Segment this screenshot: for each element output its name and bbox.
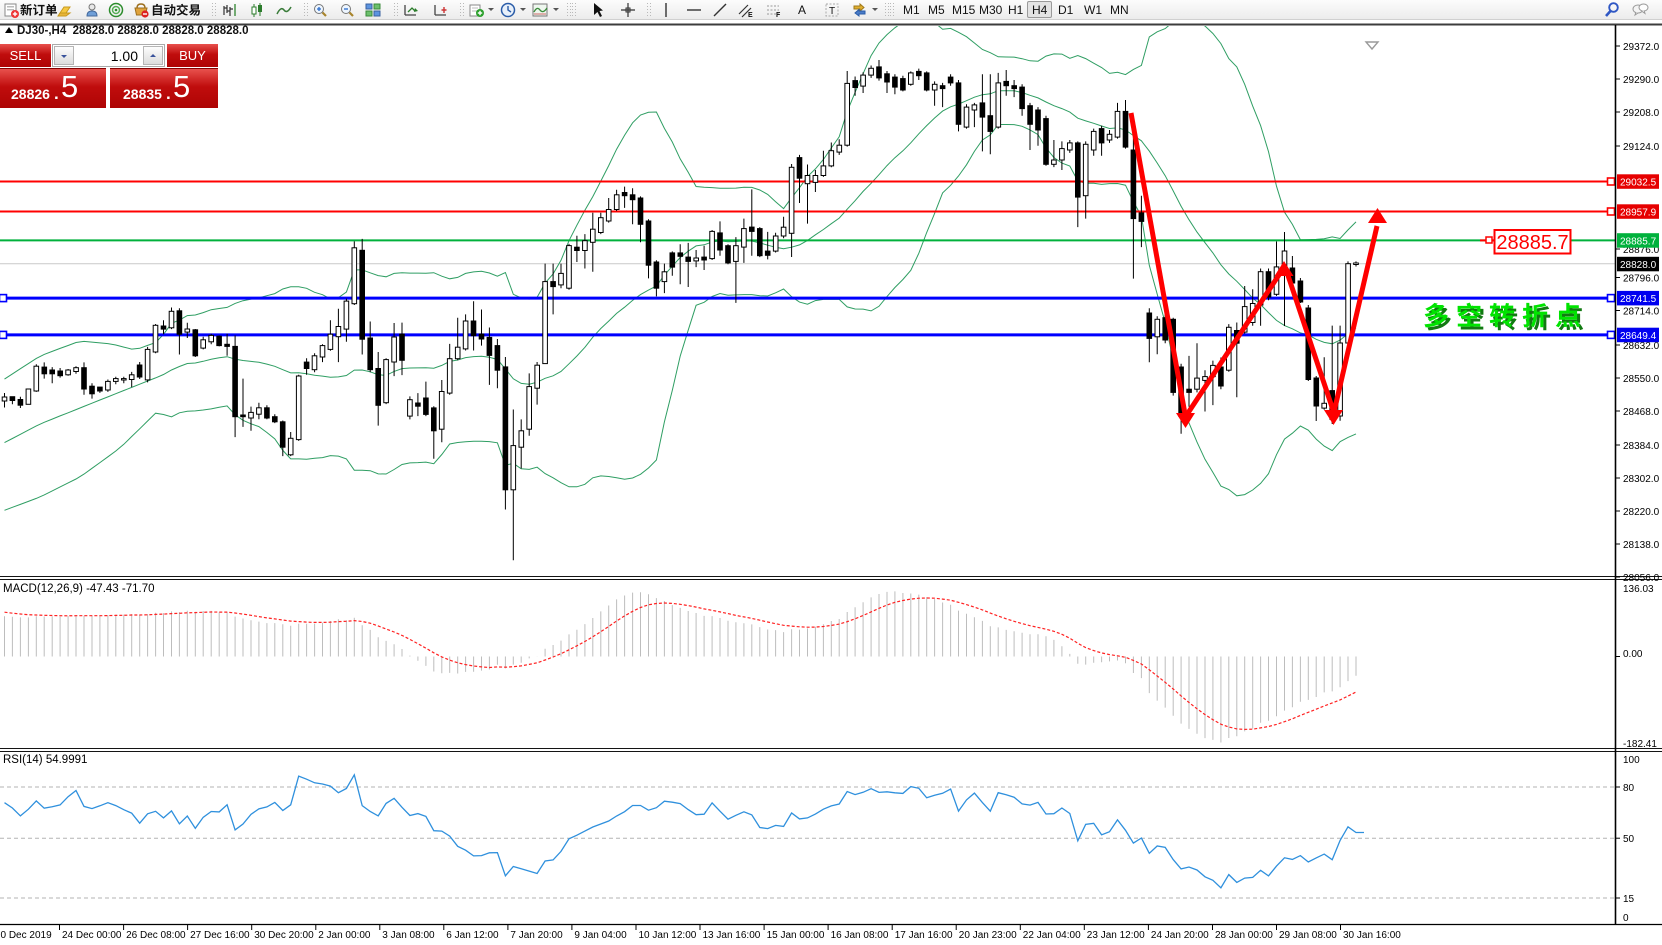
svg-text:-182.41: -182.41: [1623, 739, 1657, 750]
svg-text:29124.0: 29124.0: [1623, 142, 1660, 153]
svg-text:28056.0: 28056.0: [1623, 573, 1660, 584]
svg-text:24 Dec 00:00: 24 Dec 00:00: [62, 930, 122, 941]
svg-text:26 Dec 08:00: 26 Dec 08:00: [126, 930, 186, 941]
svg-text:28876.0: 28876.0: [1623, 245, 1660, 256]
svg-text:29032.5: 29032.5: [1620, 178, 1657, 189]
svg-text:6 Jan 12:00: 6 Jan 12:00: [446, 930, 499, 941]
svg-text:23 Jan 12:00: 23 Jan 12:00: [1087, 930, 1145, 941]
svg-text:28632.0: 28632.0: [1623, 341, 1660, 352]
svg-text:F: F: [776, 12, 781, 18]
svg-text:29 Jan 08:00: 29 Jan 08:00: [1279, 930, 1337, 941]
svg-text:30 Jan 16:00: 30 Jan 16:00: [1343, 930, 1401, 941]
svg-text:100: 100: [1623, 755, 1640, 766]
svg-text:3 Jan 08:00: 3 Jan 08:00: [382, 930, 435, 941]
svg-text:28885.7: 28885.7: [1496, 232, 1568, 254]
svg-text:10 Jan 12:00: 10 Jan 12:00: [639, 930, 697, 941]
svg-text:28885.7: 28885.7: [1620, 236, 1657, 247]
svg-text:0 Dec 2019: 0 Dec 2019: [1, 930, 53, 941]
svg-text:9 Jan 04:00: 9 Jan 04:00: [574, 930, 627, 941]
svg-text:7 Jan 20:00: 7 Jan 20:00: [510, 930, 563, 941]
svg-text:28 Jan 00:00: 28 Jan 00:00: [1215, 930, 1273, 941]
svg-text:28741.5: 28741.5: [1620, 294, 1657, 305]
svg-text:MACD(12,26,9) -47.43 -71.70: MACD(12,26,9) -47.43 -71.70: [3, 583, 155, 595]
svg-text:13 Jan 16:00: 13 Jan 16:00: [703, 930, 761, 941]
svg-text:RSI(14) 54.9991: RSI(14) 54.9991: [3, 754, 87, 766]
svg-text:15 Jan 00:00: 15 Jan 00:00: [767, 930, 825, 941]
svg-text:24 Jan 20:00: 24 Jan 20:00: [1151, 930, 1209, 941]
svg-text:28384.0: 28384.0: [1623, 441, 1660, 452]
svg-text:27 Dec 16:00: 27 Dec 16:00: [190, 930, 250, 941]
svg-text:28649.4: 28649.4: [1620, 331, 1657, 342]
svg-text:136.03: 136.03: [1623, 584, 1654, 595]
svg-text:20 Jan 23:00: 20 Jan 23:00: [959, 930, 1017, 941]
svg-text:22 Jan 04:00: 22 Jan 04:00: [1023, 930, 1081, 941]
svg-text:28550.0: 28550.0: [1623, 374, 1660, 385]
svg-text:15: 15: [1623, 894, 1635, 905]
svg-text:50: 50: [1623, 834, 1635, 845]
svg-text:30 Dec 20:00: 30 Dec 20:00: [254, 930, 314, 941]
svg-text:T: T: [829, 6, 835, 17]
svg-text:29290.0: 29290.0: [1623, 75, 1660, 86]
svg-text:17 Jan 16:00: 17 Jan 16:00: [895, 930, 953, 941]
svg-text:28714.0: 28714.0: [1623, 307, 1660, 318]
svg-text:28796.0: 28796.0: [1623, 274, 1660, 285]
svg-text:28302.0: 28302.0: [1623, 474, 1660, 485]
svg-text:28138.0: 28138.0: [1623, 540, 1660, 551]
svg-text:28220.0: 28220.0: [1623, 507, 1660, 518]
svg-text:29372.0: 29372.0: [1623, 42, 1660, 53]
svg-text:80: 80: [1623, 783, 1635, 794]
svg-text:16 Jan 08:00: 16 Jan 08:00: [831, 930, 889, 941]
svg-text:0: 0: [1623, 913, 1629, 924]
svg-text:28957.9: 28957.9: [1620, 208, 1657, 219]
svg-text:28828.0: 28828.0: [1620, 260, 1657, 271]
svg-text:2 Jan 00:00: 2 Jan 00:00: [318, 930, 371, 941]
svg-text:E: E: [748, 12, 753, 18]
svg-text:28468.0: 28468.0: [1623, 407, 1660, 418]
svg-text:29208.0: 29208.0: [1623, 108, 1660, 119]
svg-text:0.00: 0.00: [1623, 649, 1643, 660]
